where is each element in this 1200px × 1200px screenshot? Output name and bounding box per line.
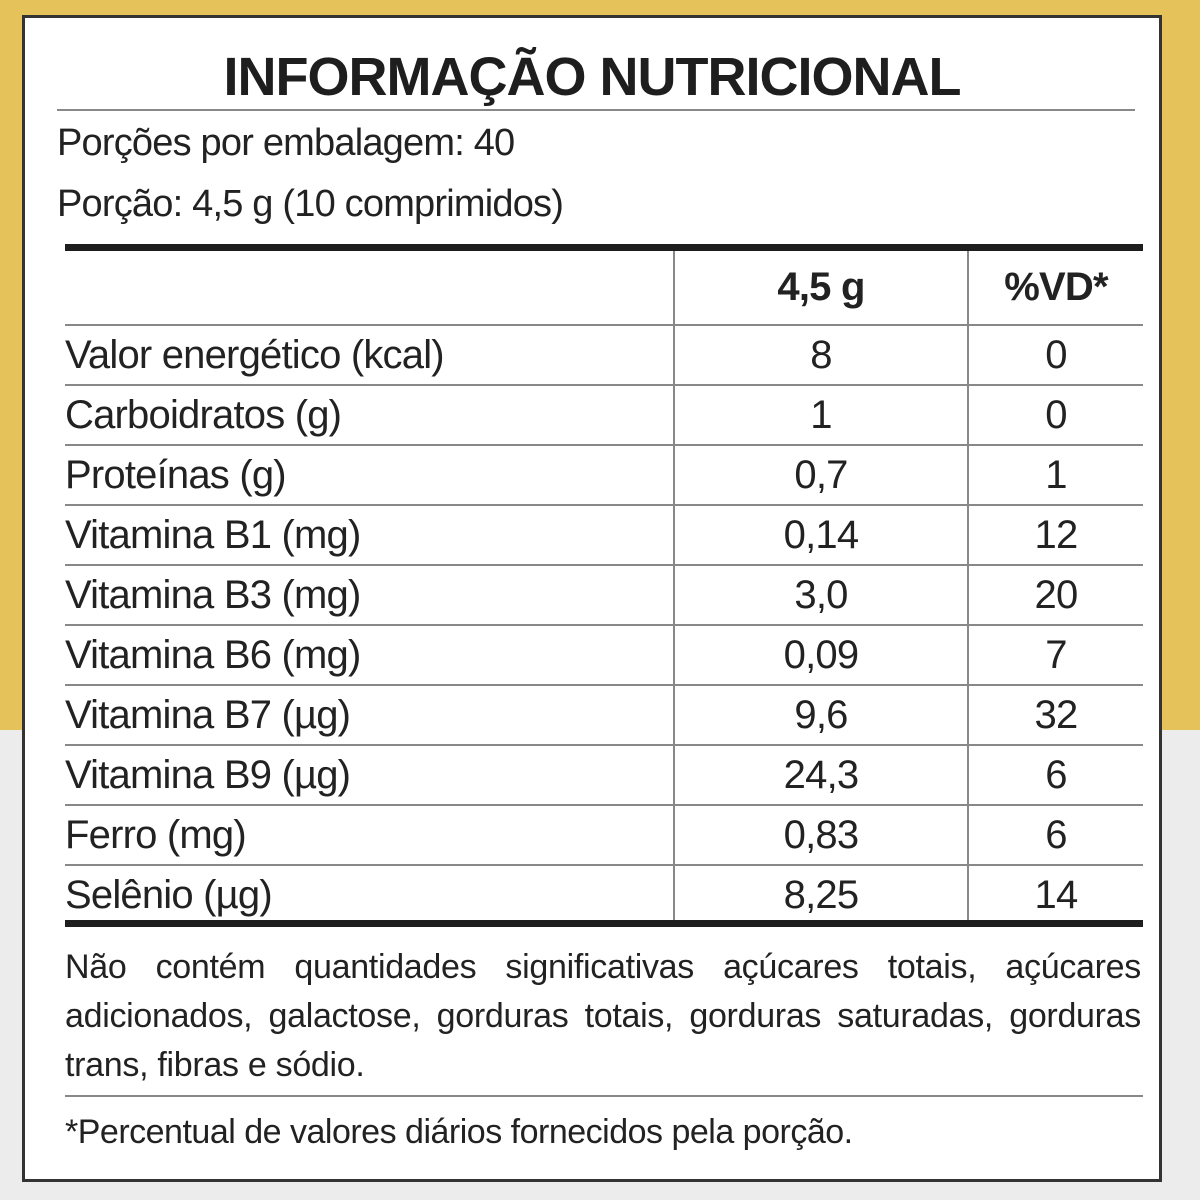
nutrient-name: Vitamina B6 (mg) <box>65 625 674 686</box>
serving-size: Porção: 4,5 g (10 comprimidos) <box>57 183 564 225</box>
nutrient-row: Valor energético (kcal) 8 0 <box>65 325 1143 386</box>
nutrient-name: Vitamina B1 (mg) <box>65 505 674 566</box>
nutrient-name: Proteínas (g) <box>65 445 674 506</box>
nutrient-row: Vitamina B6 (mg) 0,09 7 <box>65 625 1143 686</box>
amount: 8,25 <box>673 865 969 924</box>
daily-value: 32 <box>968 685 1143 746</box>
amount: 0,14 <box>673 505 969 566</box>
nutrient-name: Vitamina B7 (µg) <box>65 685 674 746</box>
footnote: *Percentual de valores diários fornecido… <box>65 1113 853 1151</box>
amount: 8 <box>673 325 969 386</box>
nutrient-name: Ferro (mg) <box>65 805 674 866</box>
daily-value: 0 <box>968 325 1143 386</box>
nutrient-name: Valor energético (kcal) <box>65 325 674 386</box>
divider-thick <box>65 920 1143 927</box>
nutrient-row: Ferro (mg) 0,83 6 <box>65 805 1143 866</box>
daily-value: 6 <box>968 805 1143 866</box>
nutrient-row: Selênio (µg) 8,25 14 <box>65 865 1143 924</box>
amount: 0,7 <box>673 445 969 506</box>
nutrient-row: Vitamina B1 (mg) 0,14 12 <box>65 505 1143 566</box>
daily-value: 6 <box>968 745 1143 806</box>
nutrient-name: Carboidratos (g) <box>65 385 674 446</box>
nutrition-label: INFORMAÇÃO NUTRICIONAL Porções por embal… <box>22 15 1162 1182</box>
header-cell <box>65 251 674 326</box>
nutrient-row: Vitamina B7 (µg) 9,6 32 <box>65 685 1143 746</box>
nutrient-row: Carboidratos (g) 1 0 <box>65 385 1143 446</box>
daily-value: 20 <box>968 565 1143 626</box>
header-cell: %VD* <box>968 251 1143 326</box>
divider-thick <box>65 244 1143 251</box>
amount: 3,0 <box>673 565 969 626</box>
daily-value: 7 <box>968 625 1143 686</box>
nutrient-row: Proteínas (g) 0,7 1 <box>65 445 1143 506</box>
divider <box>65 1095 1143 1097</box>
nutrient-name: Vitamina B9 (µg) <box>65 745 674 806</box>
amount: 0,83 <box>673 805 969 866</box>
note: Não contém quantidades significativas aç… <box>65 948 1141 1084</box>
nutrition-table: 4,5 g %VD* Valor energético (kcal) 8 0 Carb… <box>65 251 1143 924</box>
daily-value: 14 <box>1034 872 1079 917</box>
nutrient-name: Selênio (µg) <box>65 872 273 917</box>
daily-value: 0 <box>968 385 1143 446</box>
amount: 24,3 <box>673 745 969 806</box>
divider <box>57 109 1135 111</box>
title: INFORMAÇÃO NUTRICIONAL <box>223 47 962 107</box>
nutrient-row: Vitamina B3 (mg) 3,0 20 <box>65 565 1143 626</box>
header-cell: 4,5 g <box>673 251 969 326</box>
amount: 9,6 <box>673 685 969 746</box>
nutrient-name: Vitamina B3 (mg) <box>65 565 674 626</box>
nutrient-row: Vitamina B9 (µg) 24,3 6 <box>65 745 1143 806</box>
servings-per-package: Porções por embalagem: 40 <box>57 122 515 164</box>
daily-value: 12 <box>968 505 1143 566</box>
daily-value: 1 <box>968 445 1143 506</box>
header-row: 4,5 g %VD* <box>65 251 1143 326</box>
amount: 1 <box>673 385 969 446</box>
amount: 0,09 <box>673 625 969 686</box>
